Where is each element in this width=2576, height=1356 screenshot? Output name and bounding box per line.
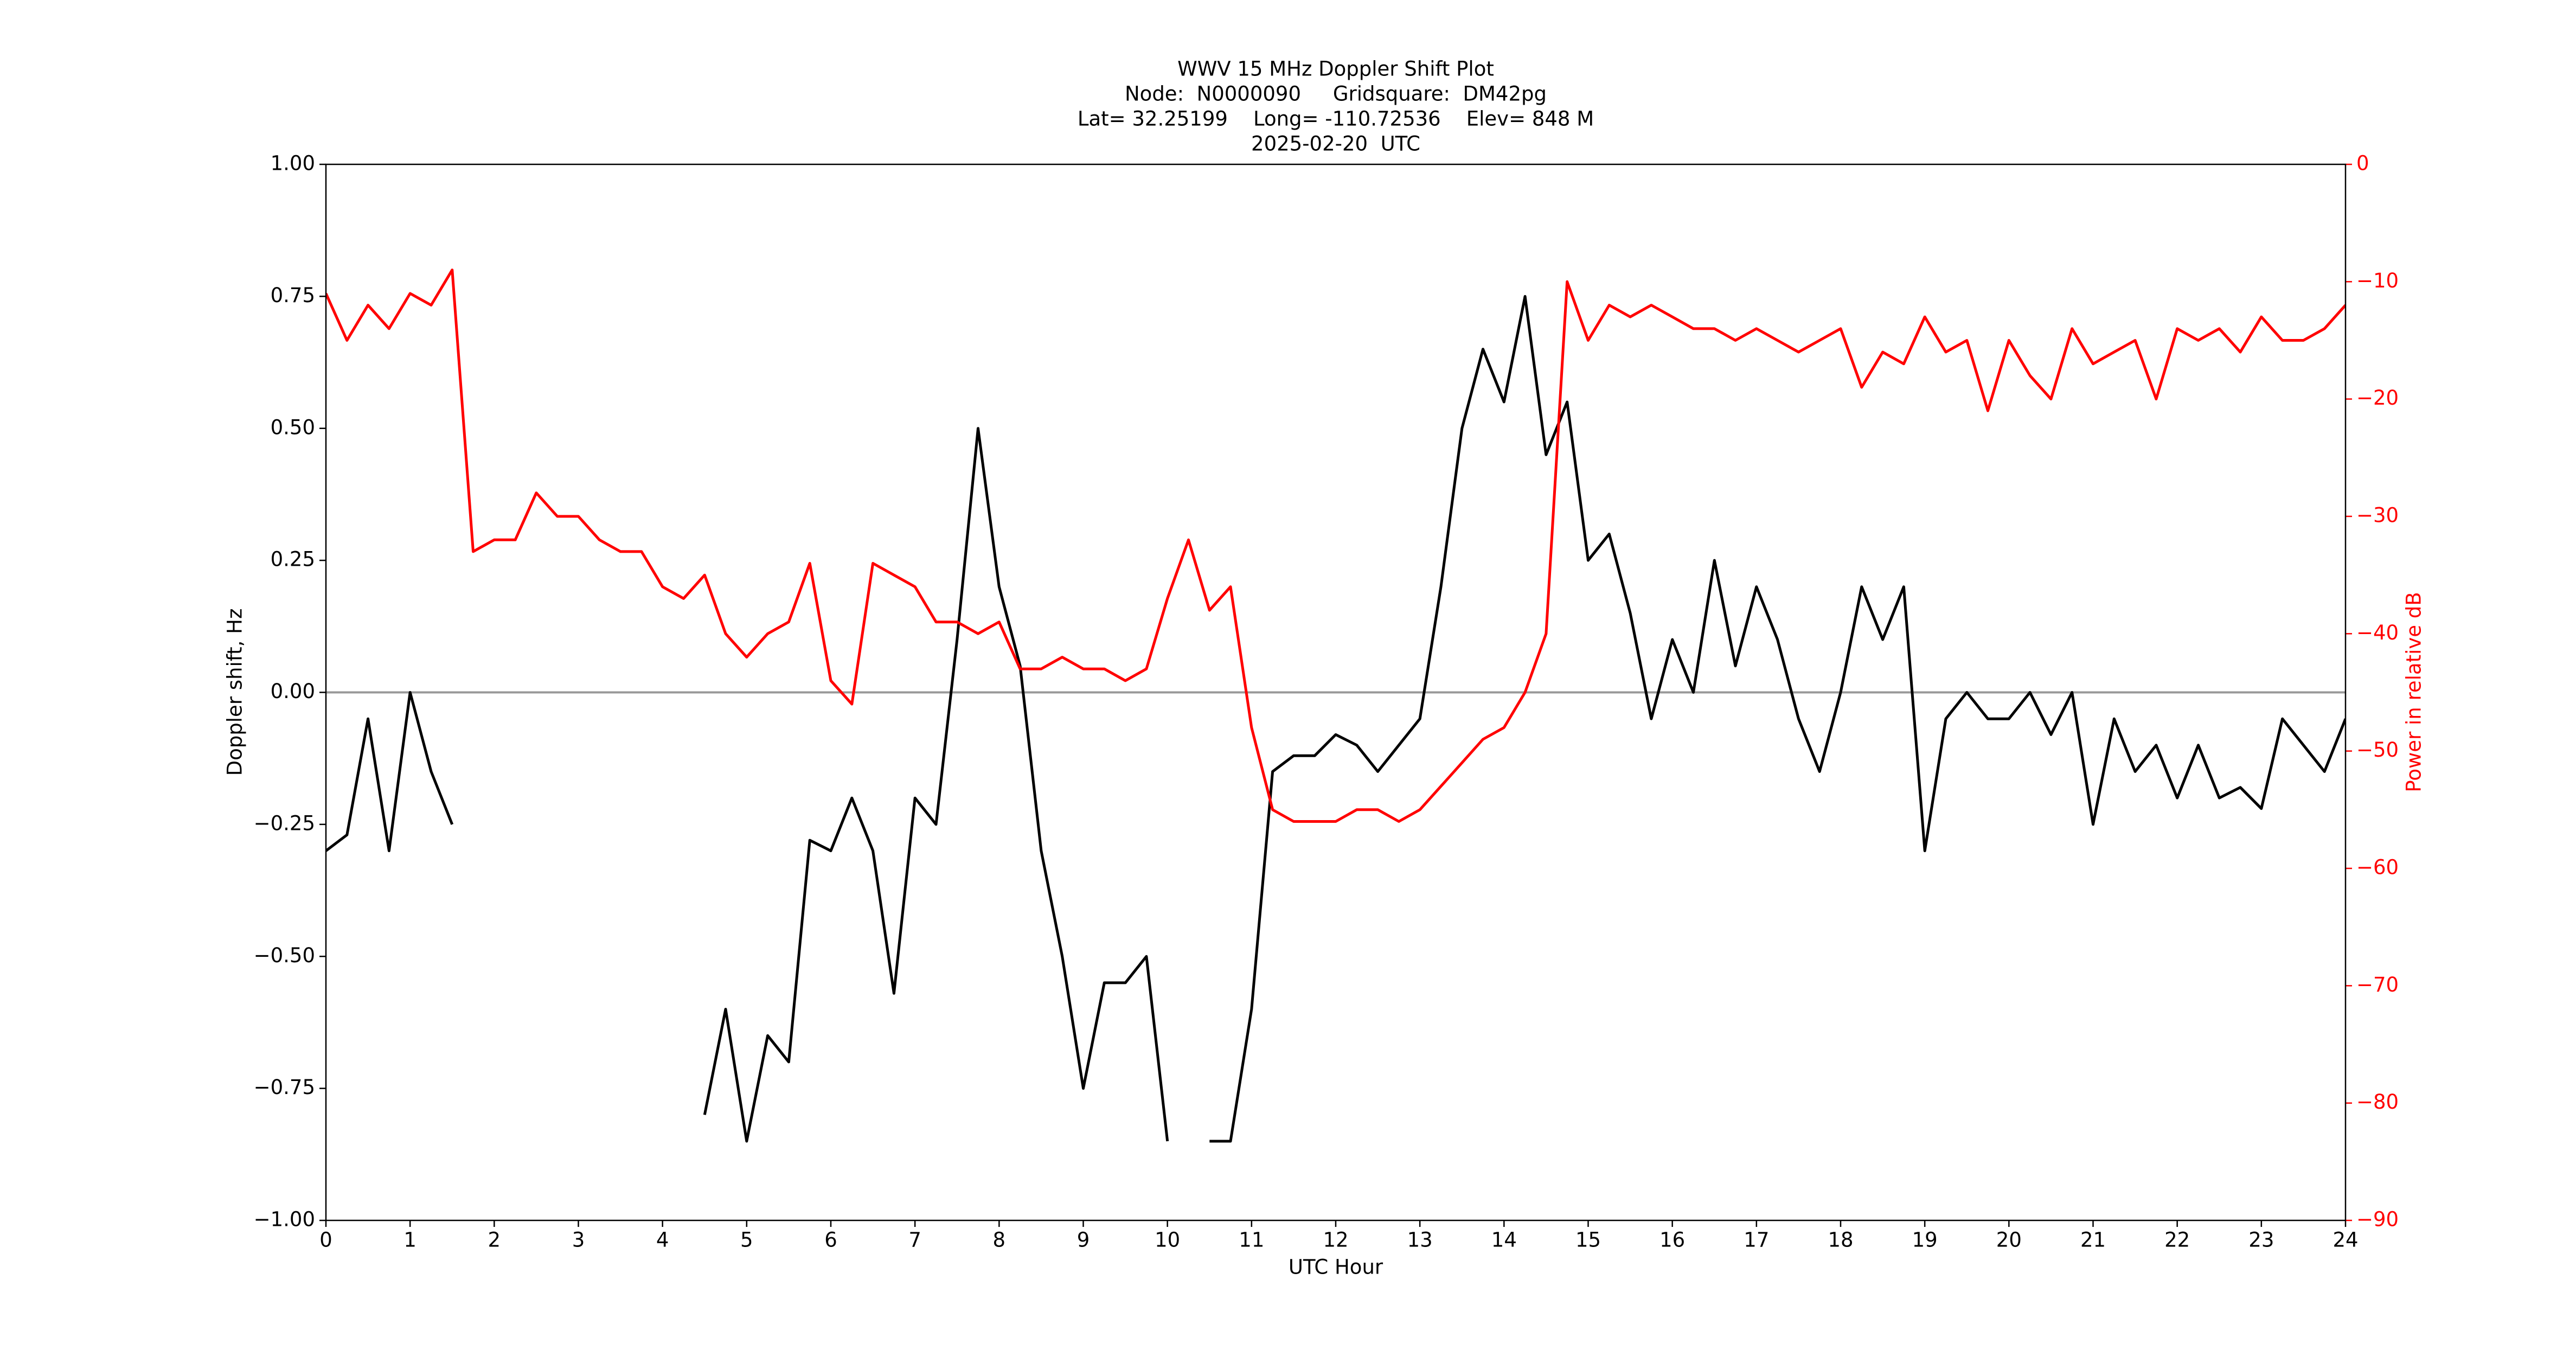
y-tick-label: −0.25 [254, 811, 315, 835]
chart-subtitle: 2025-02-20 UTC [1251, 132, 1420, 156]
y-tick-label: 0.25 [271, 548, 315, 571]
x-tick-label: 12 [1323, 1229, 1348, 1252]
x-tick-label: 23 [2248, 1229, 2274, 1252]
x-axis-label: UTC Hour [1289, 1256, 1383, 1279]
y-tick-label: −0.50 [254, 944, 315, 967]
y2-axis-label: Power in relative dB [2402, 592, 2426, 792]
y2-tick-label: −20 [2356, 386, 2399, 410]
y2-tick-label: −30 [2356, 504, 2399, 527]
y-tick-label: 0.50 [271, 415, 315, 439]
x-tick-label: 10 [1155, 1229, 1180, 1252]
chart-subtitle: Node: N0000090 Gridsquare: DM42pg [1125, 82, 1547, 106]
x-tick-label: 21 [2080, 1229, 2106, 1252]
y-tick-label: 1.00 [271, 152, 315, 175]
data-line [703, 427, 1169, 1143]
chart-title: WWV 15 MHz Doppler Shift Plot [1177, 57, 1494, 81]
x-tick-label: 3 [572, 1229, 585, 1252]
y2-tick-label: −80 [2356, 1090, 2399, 1114]
x-tick-label: 24 [2333, 1229, 2358, 1252]
x-tick-label: 15 [1575, 1229, 1601, 1252]
x-tick-label: 18 [1828, 1229, 1853, 1252]
y2-tick-label: −40 [2356, 621, 2399, 644]
y2-tick-label: −50 [2356, 738, 2399, 762]
x-tick-label: 14 [1491, 1229, 1517, 1252]
x-tick-label: 16 [1659, 1229, 1685, 1252]
data-line [326, 268, 2346, 823]
y2-tick-label: −70 [2356, 973, 2399, 996]
x-tick-label: 5 [740, 1229, 753, 1252]
x-tick-label: 8 [993, 1229, 1006, 1252]
x-tick-label: 0 [319, 1229, 332, 1252]
y2-tick-label: −90 [2356, 1208, 2399, 1231]
x-tick-label: 19 [1912, 1229, 1938, 1252]
x-tick-label: 13 [1407, 1229, 1433, 1252]
y-tick-label: −0.75 [254, 1076, 315, 1099]
x-tick-label: 1 [403, 1229, 416, 1252]
y2-tick-label: −10 [2356, 269, 2399, 292]
y2-tick-label: 0 [2356, 152, 2369, 175]
x-tick-label: 4 [656, 1229, 669, 1252]
y-tick-label: 0.00 [271, 680, 315, 703]
x-tick-label: 17 [1744, 1229, 1769, 1252]
x-tick-label: 6 [824, 1229, 837, 1252]
plot-frame [325, 163, 2347, 1221]
x-tick-label: 20 [1996, 1229, 2022, 1252]
y-tick-label: 0.75 [271, 284, 315, 307]
x-tick-label: 9 [1077, 1229, 1090, 1252]
y2-tick-label: −60 [2356, 856, 2399, 879]
data-line [326, 691, 454, 853]
y-tick-label: −1.00 [254, 1208, 315, 1231]
x-tick-label: 22 [2164, 1229, 2190, 1252]
x-tick-label: 11 [1239, 1229, 1264, 1252]
x-tick-label: 7 [908, 1229, 921, 1252]
x-tick-label: 2 [488, 1229, 501, 1252]
chart-subtitle: Lat= 32.25199 Long= -110.72536 Elev= 848… [1078, 107, 1594, 131]
data-line [1209, 295, 2346, 1143]
y-axis-label: Doppler shift, Hz [223, 609, 247, 776]
